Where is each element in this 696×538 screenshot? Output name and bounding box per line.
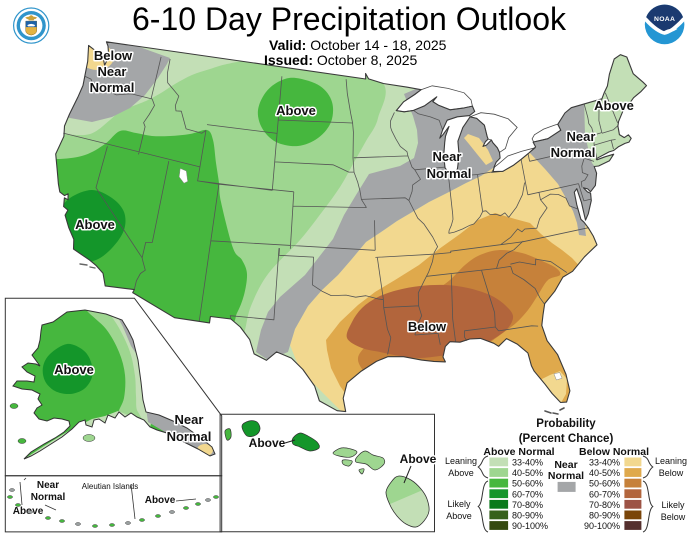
svg-text:6-10 Day Precipitation Outlook: 6-10 Day Precipitation Outlook — [132, 1, 567, 37]
svg-text:Above: Above — [594, 98, 634, 113]
svg-text:70-80%: 70-80% — [512, 500, 543, 510]
svg-text:Above: Above — [54, 362, 94, 377]
svg-text:Below Normal: Below Normal — [579, 446, 649, 458]
svg-text:Near: Near — [98, 64, 127, 79]
svg-text:Aleutian Islands: Aleutian Islands — [82, 482, 138, 491]
svg-text:Normal: Normal — [427, 166, 472, 181]
svg-text:33-40%: 33-40% — [589, 458, 620, 468]
svg-text:Normal: Normal — [31, 492, 66, 503]
svg-text:Below: Below — [659, 468, 684, 478]
svg-text:Near: Near — [175, 412, 204, 427]
svg-text:NOAA: NOAA — [654, 16, 675, 23]
svg-text:80-90%: 80-90% — [589, 511, 620, 521]
svg-text:90-100%: 90-100% — [512, 521, 548, 531]
svg-text:(Percent Chance): (Percent Chance) — [519, 433, 614, 445]
svg-text:Issued: October 8, 2025: Issued: October 8, 2025 — [264, 52, 418, 68]
svg-text:60-70%: 60-70% — [589, 489, 620, 499]
svg-text:Leaning: Leaning — [445, 456, 477, 466]
svg-text:Probability: Probability — [536, 418, 596, 430]
svg-text:Normal: Normal — [90, 80, 135, 95]
svg-text:Below: Below — [408, 319, 447, 334]
svg-text:Near: Near — [554, 459, 577, 471]
svg-text:50-60%: 50-60% — [589, 479, 620, 489]
svg-text:50-60%: 50-60% — [512, 479, 543, 489]
svg-text:Likely: Likely — [661, 500, 685, 510]
svg-text:Above: Above — [446, 511, 472, 521]
svg-text:Normal: Normal — [167, 429, 212, 444]
svg-text:Above: Above — [276, 103, 316, 118]
svg-text:Normal: Normal — [548, 470, 584, 482]
svg-text:Above: Above — [400, 452, 437, 466]
svg-text:Above: Above — [249, 436, 286, 450]
svg-text:Above: Above — [448, 468, 474, 478]
svg-text:Near: Near — [567, 129, 596, 144]
svg-text:60-70%: 60-70% — [512, 489, 543, 499]
svg-text:Leaning: Leaning — [655, 456, 687, 466]
svg-text:Valid: October 14 - 18, 2025: Valid: October 14 - 18, 2025 — [269, 37, 447, 53]
svg-text:Normal: Normal — [551, 145, 596, 160]
svg-text:33-40%: 33-40% — [512, 458, 543, 468]
svg-text:Near: Near — [37, 480, 59, 491]
svg-text:40-50%: 40-50% — [589, 468, 620, 478]
svg-text:Below: Below — [94, 48, 133, 63]
svg-text:Above Normal: Above Normal — [483, 446, 554, 458]
svg-text:Likely: Likely — [447, 499, 471, 509]
svg-text:70-80%: 70-80% — [589, 500, 620, 510]
svg-text:80-90%: 80-90% — [512, 511, 543, 521]
svg-text:Below: Below — [661, 512, 686, 522]
svg-text:Above: Above — [75, 217, 115, 232]
svg-text:Near: Near — [433, 149, 462, 164]
svg-text:90-100%: 90-100% — [584, 521, 620, 531]
svg-text:Above: Above — [145, 495, 176, 506]
svg-text:40-50%: 40-50% — [512, 468, 543, 478]
